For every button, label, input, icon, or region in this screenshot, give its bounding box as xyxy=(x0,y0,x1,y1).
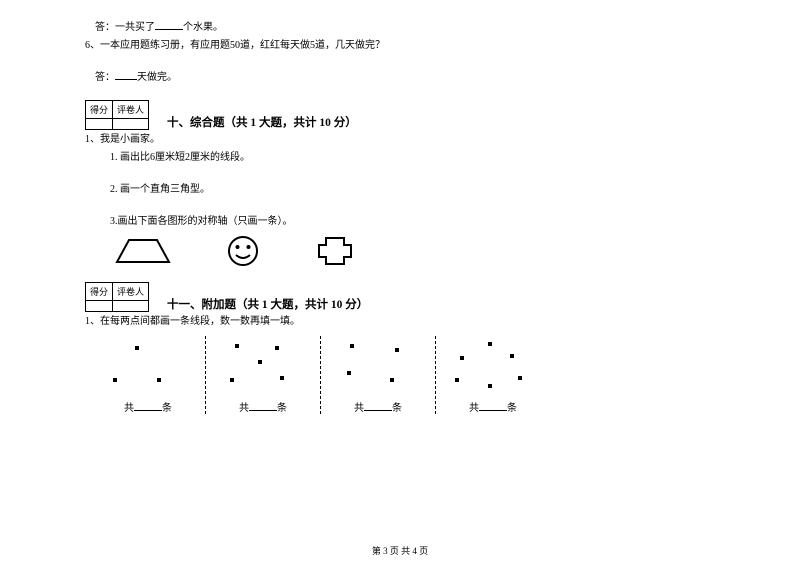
text: 条 xyxy=(162,403,172,414)
section11-title: 十一、附加题（共 1 大题，共计 10 分） xyxy=(167,296,368,312)
s10-sub1: 1. 画出比6厘米短2厘米的线段。 xyxy=(85,150,715,166)
dots-label: 共条 xyxy=(325,399,431,414)
dot xyxy=(230,378,234,382)
s10-q1: 1、我是小画家。 xyxy=(85,132,715,148)
score-cell[interactable] xyxy=(86,119,113,130)
dots-label: 共条 xyxy=(210,399,316,414)
s10-sub3: 3.画出下面各图形的对称轴（只画一条）。 xyxy=(85,214,715,230)
dot xyxy=(488,384,492,388)
dots-label: 共条 xyxy=(95,399,201,414)
blank-count[interactable] xyxy=(364,401,392,411)
dots-label: 共条 xyxy=(440,399,546,414)
score-table: 得分 评卷人 xyxy=(85,282,149,312)
separator xyxy=(435,336,436,414)
score-label: 得分 xyxy=(86,283,113,301)
text: 个水果。 xyxy=(183,22,223,33)
text: 共 xyxy=(239,403,249,414)
blank-days[interactable] xyxy=(115,70,137,80)
dot xyxy=(280,376,284,380)
dot xyxy=(510,354,514,358)
dot xyxy=(258,360,262,364)
text: 共 xyxy=(354,403,364,414)
blank-fruit[interactable] xyxy=(155,20,183,30)
dot xyxy=(157,378,161,382)
score-cell[interactable] xyxy=(86,301,113,312)
dot xyxy=(347,371,351,375)
dot xyxy=(460,356,464,360)
dot xyxy=(518,376,522,380)
text: 条 xyxy=(507,403,517,414)
dots-area xyxy=(95,336,201,396)
section10-header: 得分 评卷人 十、综合题（共 1 大题，共计 10 分） xyxy=(85,100,715,130)
dots-area xyxy=(210,336,316,396)
q6-answer: 答： 天做完。 xyxy=(85,70,715,86)
label: 3. xyxy=(110,216,118,227)
smiley-shape xyxy=(226,234,260,268)
dot xyxy=(275,346,279,350)
text: 我是小画家。 xyxy=(100,134,160,145)
blank-count[interactable] xyxy=(249,401,277,411)
text: 条 xyxy=(392,403,402,414)
section11-header: 得分 评卷人 十一、附加题（共 1 大题，共计 10 分） xyxy=(85,282,715,312)
dots-row: 共条共条共条共条 xyxy=(85,336,715,414)
separator xyxy=(320,336,321,414)
dot xyxy=(455,378,459,382)
text: 天做完。 xyxy=(137,72,177,83)
section10-title: 十、综合题（共 1 大题，共计 10 分） xyxy=(167,114,357,130)
dot xyxy=(488,342,492,346)
trapezoid-shape xyxy=(115,236,171,266)
grader-label: 评卷人 xyxy=(113,101,149,119)
text: 共 xyxy=(469,403,479,414)
dot xyxy=(395,348,399,352)
shapes-row xyxy=(85,234,715,268)
q6-line: 6、一本应用题练习册，有应用题50道，红红每天做5道，几天做完？ xyxy=(85,38,715,54)
text: 在每两点间都画一条线段，数一数再填一填。 xyxy=(100,316,300,327)
cross-shape xyxy=(315,234,355,268)
dots-area xyxy=(325,336,431,396)
grader-cell[interactable] xyxy=(113,119,149,130)
dots-area xyxy=(440,336,546,396)
grader-cell[interactable] xyxy=(113,301,149,312)
text: 画出下面各图形的对称轴（只画一条）。 xyxy=(118,216,293,227)
blank-count[interactable] xyxy=(479,401,507,411)
q6-label: 6、 xyxy=(85,40,100,51)
score-table: 得分 评卷人 xyxy=(85,100,149,130)
text: 答：一共买了 xyxy=(95,22,155,33)
text: 共 xyxy=(124,403,134,414)
dots-group: 共条 xyxy=(210,336,316,414)
label: 1. xyxy=(110,152,118,163)
dot xyxy=(113,378,117,382)
dot xyxy=(390,378,394,382)
dots-group: 共条 xyxy=(440,336,546,414)
blank-count[interactable] xyxy=(134,401,162,411)
label: 1、 xyxy=(85,316,100,327)
dots-group: 共条 xyxy=(325,336,431,414)
label: 1、 xyxy=(85,134,100,145)
text: 画一个直角三角型。 xyxy=(120,184,210,195)
text: 答： xyxy=(95,72,115,83)
grader-label: 评卷人 xyxy=(113,283,149,301)
s10-sub2: 2. 画一个直角三角型。 xyxy=(85,182,715,198)
label: 2. xyxy=(110,184,118,195)
dots-group: 共条 xyxy=(95,336,201,414)
dot xyxy=(135,346,139,350)
s11-q1: 1、在每两点间都画一条线段，数一数再填一填。 xyxy=(85,314,715,330)
text: 画出比6厘米短2厘米的线段。 xyxy=(120,152,250,163)
separator xyxy=(205,336,206,414)
answer-fruit: 答：一共买了 个水果。 xyxy=(85,20,715,36)
page-footer: 第 3 页 共 4 页 xyxy=(0,544,800,557)
score-label: 得分 xyxy=(86,101,113,119)
dot xyxy=(235,344,239,348)
q6-text: 一本应用题练习册，有应用题50道，红红每天做5道，几天做完？ xyxy=(100,40,385,51)
text: 条 xyxy=(277,403,287,414)
dot xyxy=(350,344,354,348)
